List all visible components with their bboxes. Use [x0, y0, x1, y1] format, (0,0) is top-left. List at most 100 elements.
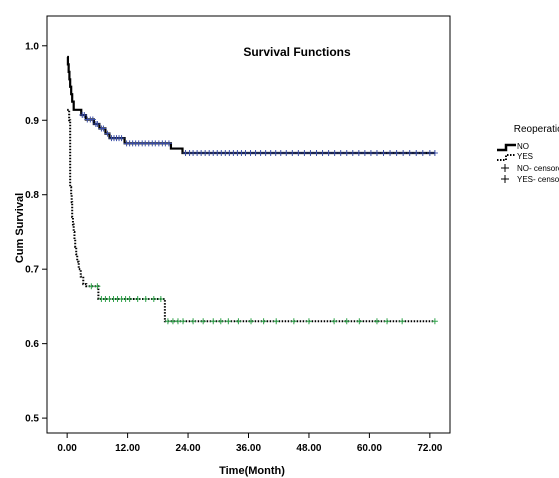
- censor-mark-no: [165, 140, 172, 147]
- censor-mark-no: [325, 150, 332, 157]
- censor-mark-yes: [248, 318, 255, 325]
- x-tick-label: 0.00: [57, 443, 77, 454]
- censor-mark-yes: [331, 318, 338, 325]
- censor-mark-no: [277, 150, 284, 157]
- legend-title: Reoperation: [514, 124, 559, 135]
- legend-swatch-no: [497, 143, 516, 152]
- censor-mark-yes: [260, 318, 267, 325]
- censor-mark-no: [337, 150, 344, 157]
- censor-mark-no: [380, 150, 387, 157]
- chart-title: Survival Functions: [243, 45, 351, 59]
- censor-mark-yes: [373, 318, 380, 325]
- censor-mark-yes: [174, 318, 181, 325]
- legend-label-yes-censored: YES- censored: [517, 175, 559, 184]
- censor-mark-no: [349, 150, 356, 157]
- x-axis: 0.00 12.00 24.00 36.00 48.00 60.00 72.00: [57, 433, 443, 454]
- censor-mark-no: [94, 120, 101, 127]
- y-tick-label: 0.8: [25, 190, 39, 201]
- censor-mark-yes: [210, 318, 217, 325]
- censor-mark-yes: [290, 318, 297, 325]
- censor-mark-yes: [431, 318, 438, 325]
- censor-mark-no: [373, 150, 380, 157]
- censor-mark-yes: [235, 318, 242, 325]
- censor-mark-no: [262, 150, 269, 157]
- censor-mark-no: [343, 150, 350, 157]
- y-tick-label: 0.7: [25, 265, 39, 276]
- y-tick-label: 0.5: [25, 414, 39, 425]
- censor-mark-yes: [273, 318, 280, 325]
- censor-mark-yes: [157, 295, 164, 302]
- legend-label-no-censored: NO- censored: [517, 164, 559, 173]
- censor-mark-no: [104, 130, 111, 137]
- censor-mark-no: [355, 150, 362, 157]
- censor-mark-no: [272, 150, 279, 157]
- x-tick-label: 48.00: [296, 443, 321, 454]
- censor-mark-yes: [305, 318, 312, 325]
- censor-mark-no: [100, 125, 107, 132]
- legend-cross-yes-censored: [501, 175, 509, 183]
- censor-mark-yes: [200, 318, 207, 325]
- series-line-yes: [67, 108, 435, 323]
- censor-mark-no: [81, 112, 88, 119]
- censor-mark-no: [406, 150, 413, 157]
- censor-mark-no: [413, 150, 420, 157]
- censor-mark-no: [393, 150, 400, 157]
- censor-mark-yes: [399, 318, 406, 325]
- censor-mark-yes: [134, 295, 141, 302]
- censor-mark-no: [307, 150, 314, 157]
- censor-mark-yes: [169, 318, 176, 325]
- series-layer: [66, 55, 435, 323]
- x-tick-label: 12.00: [115, 443, 140, 454]
- censor-mark-yes: [180, 318, 187, 325]
- censor-mark-no: [257, 150, 264, 157]
- censor-mark-no: [426, 150, 433, 157]
- x-tick-label: 60.00: [357, 443, 382, 454]
- censor-mark-yes: [384, 318, 391, 325]
- y-tick-label: 1.0: [25, 41, 39, 52]
- legend-cross-no-censored: [501, 164, 509, 172]
- censor-mark-yes: [343, 318, 350, 325]
- legend-label-no: NO: [517, 142, 529, 151]
- censor-mark-yes: [164, 318, 171, 325]
- censor-mark-no: [387, 150, 394, 157]
- x-tick-label: 72.00: [417, 443, 442, 454]
- censor-mark-no: [247, 150, 254, 157]
- censor-mark-no: [361, 150, 368, 157]
- censor-mark-no: [89, 116, 96, 123]
- plot-area-frame: [46, 15, 451, 434]
- censor-mark-no: [400, 150, 407, 157]
- x-tick-label: 24.00: [176, 443, 201, 454]
- x-axis-label: Time(Month): [219, 465, 285, 477]
- censor-mark-yes: [225, 318, 232, 325]
- legend-label-yes: YES: [517, 152, 533, 161]
- censor-mark-no: [267, 150, 274, 157]
- censor-mark-no: [367, 150, 374, 157]
- censor-mark-no: [331, 150, 338, 157]
- x-tick-label: 36.00: [236, 443, 261, 454]
- censor-mark-yes: [190, 318, 197, 325]
- censor-mark-no: [295, 150, 302, 157]
- censor-mark-yes: [126, 295, 133, 302]
- y-axis-label: Cum Survival: [14, 193, 26, 263]
- y-axis: 0.5 0.6 0.7 0.8 0.9 1.0: [25, 41, 47, 425]
- censor-mark-no: [118, 135, 125, 142]
- censor-mark-no: [419, 150, 426, 157]
- censor-mark-yes: [356, 318, 363, 325]
- censor-mark-yes: [88, 283, 95, 290]
- censor-mark-yes: [94, 283, 101, 290]
- legend-swatch-yes: [497, 154, 516, 161]
- censor-mark-yes: [142, 295, 149, 302]
- censor-mark-no: [313, 150, 320, 157]
- censor-mark-no: [242, 150, 249, 157]
- censor-mark-no: [252, 150, 259, 157]
- censor-mark-no: [319, 150, 326, 157]
- censor-mark-no: [301, 150, 308, 157]
- censor-mark-yes: [150, 295, 157, 302]
- censor-marks-layer: [79, 112, 438, 325]
- legend: Reoperation NO YES NO- censored YES- cen…: [497, 124, 559, 184]
- censor-mark-no: [431, 150, 438, 157]
- censor-mark-no: [283, 150, 290, 157]
- censor-mark-yes: [217, 318, 224, 325]
- y-tick-label: 0.9: [25, 116, 39, 127]
